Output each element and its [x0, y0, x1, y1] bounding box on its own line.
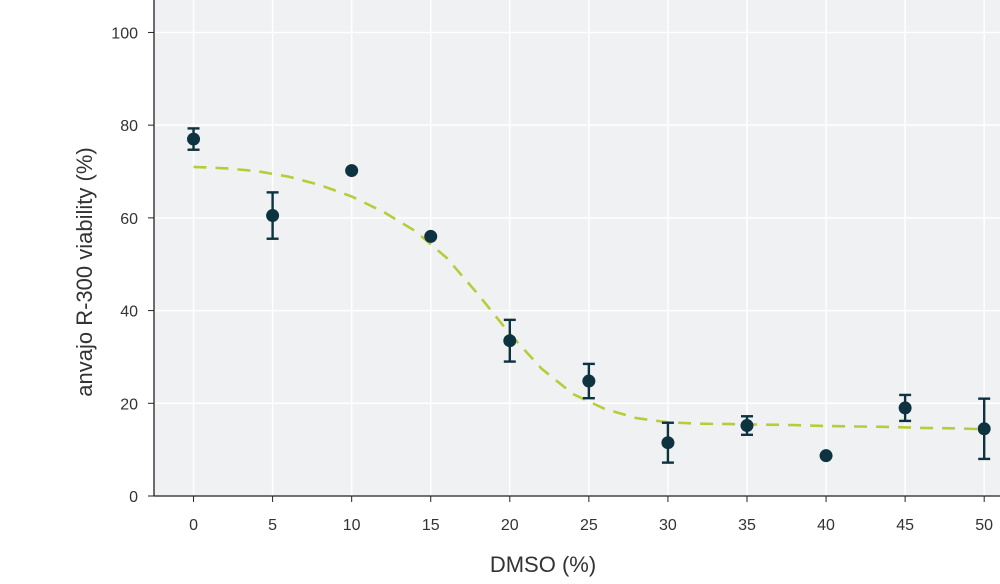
- y-axis-ticks: 0 20 40 60 80 100: [111, 25, 154, 506]
- y-tick-label: 20: [120, 396, 138, 413]
- x-tick-label: 10: [343, 517, 361, 534]
- y-tick-label: 40: [120, 304, 138, 321]
- x-tick-label: 30: [659, 517, 677, 534]
- x-tick-label: 5: [268, 517, 277, 534]
- x-tick-label: 0: [189, 517, 198, 534]
- y-tick-label: 0: [129, 489, 138, 506]
- x-axis-ticks: 0 5 10 15 20 25 30 35 40 45 50: [189, 496, 993, 534]
- x-axis-title: DMSO (%): [490, 552, 596, 577]
- y-tick-label: 60: [120, 211, 138, 228]
- data-point: [740, 419, 754, 433]
- data-point: [266, 209, 280, 223]
- grid: [154, 0, 1000, 496]
- x-tick-label: 25: [580, 517, 598, 534]
- data-point: [424, 229, 438, 243]
- data-point: [898, 401, 912, 415]
- data-point: [582, 374, 596, 388]
- x-tick-label: 45: [896, 517, 914, 534]
- plot-background: [154, 0, 1000, 496]
- x-tick-label: 50: [975, 517, 993, 534]
- data-point: [819, 449, 833, 463]
- data-point: [977, 422, 991, 436]
- fit-curve: [193, 165, 985, 431]
- x-tick-label: 15: [422, 517, 440, 534]
- x-tick-label: 40: [817, 517, 835, 534]
- data-point: [503, 334, 517, 348]
- x-tick-label: 20: [501, 517, 519, 534]
- x-tick-label: 35: [738, 517, 756, 534]
- y-tick-label: 80: [120, 118, 138, 135]
- data-point: [345, 164, 359, 178]
- y-tick-label: 100: [111, 25, 138, 42]
- data-point: [661, 436, 675, 450]
- data-points: [187, 127, 991, 464]
- axes: [153, 0, 1000, 497]
- data-point: [187, 132, 201, 146]
- y-axis-title: anvajo R-300 viability (%): [72, 147, 97, 396]
